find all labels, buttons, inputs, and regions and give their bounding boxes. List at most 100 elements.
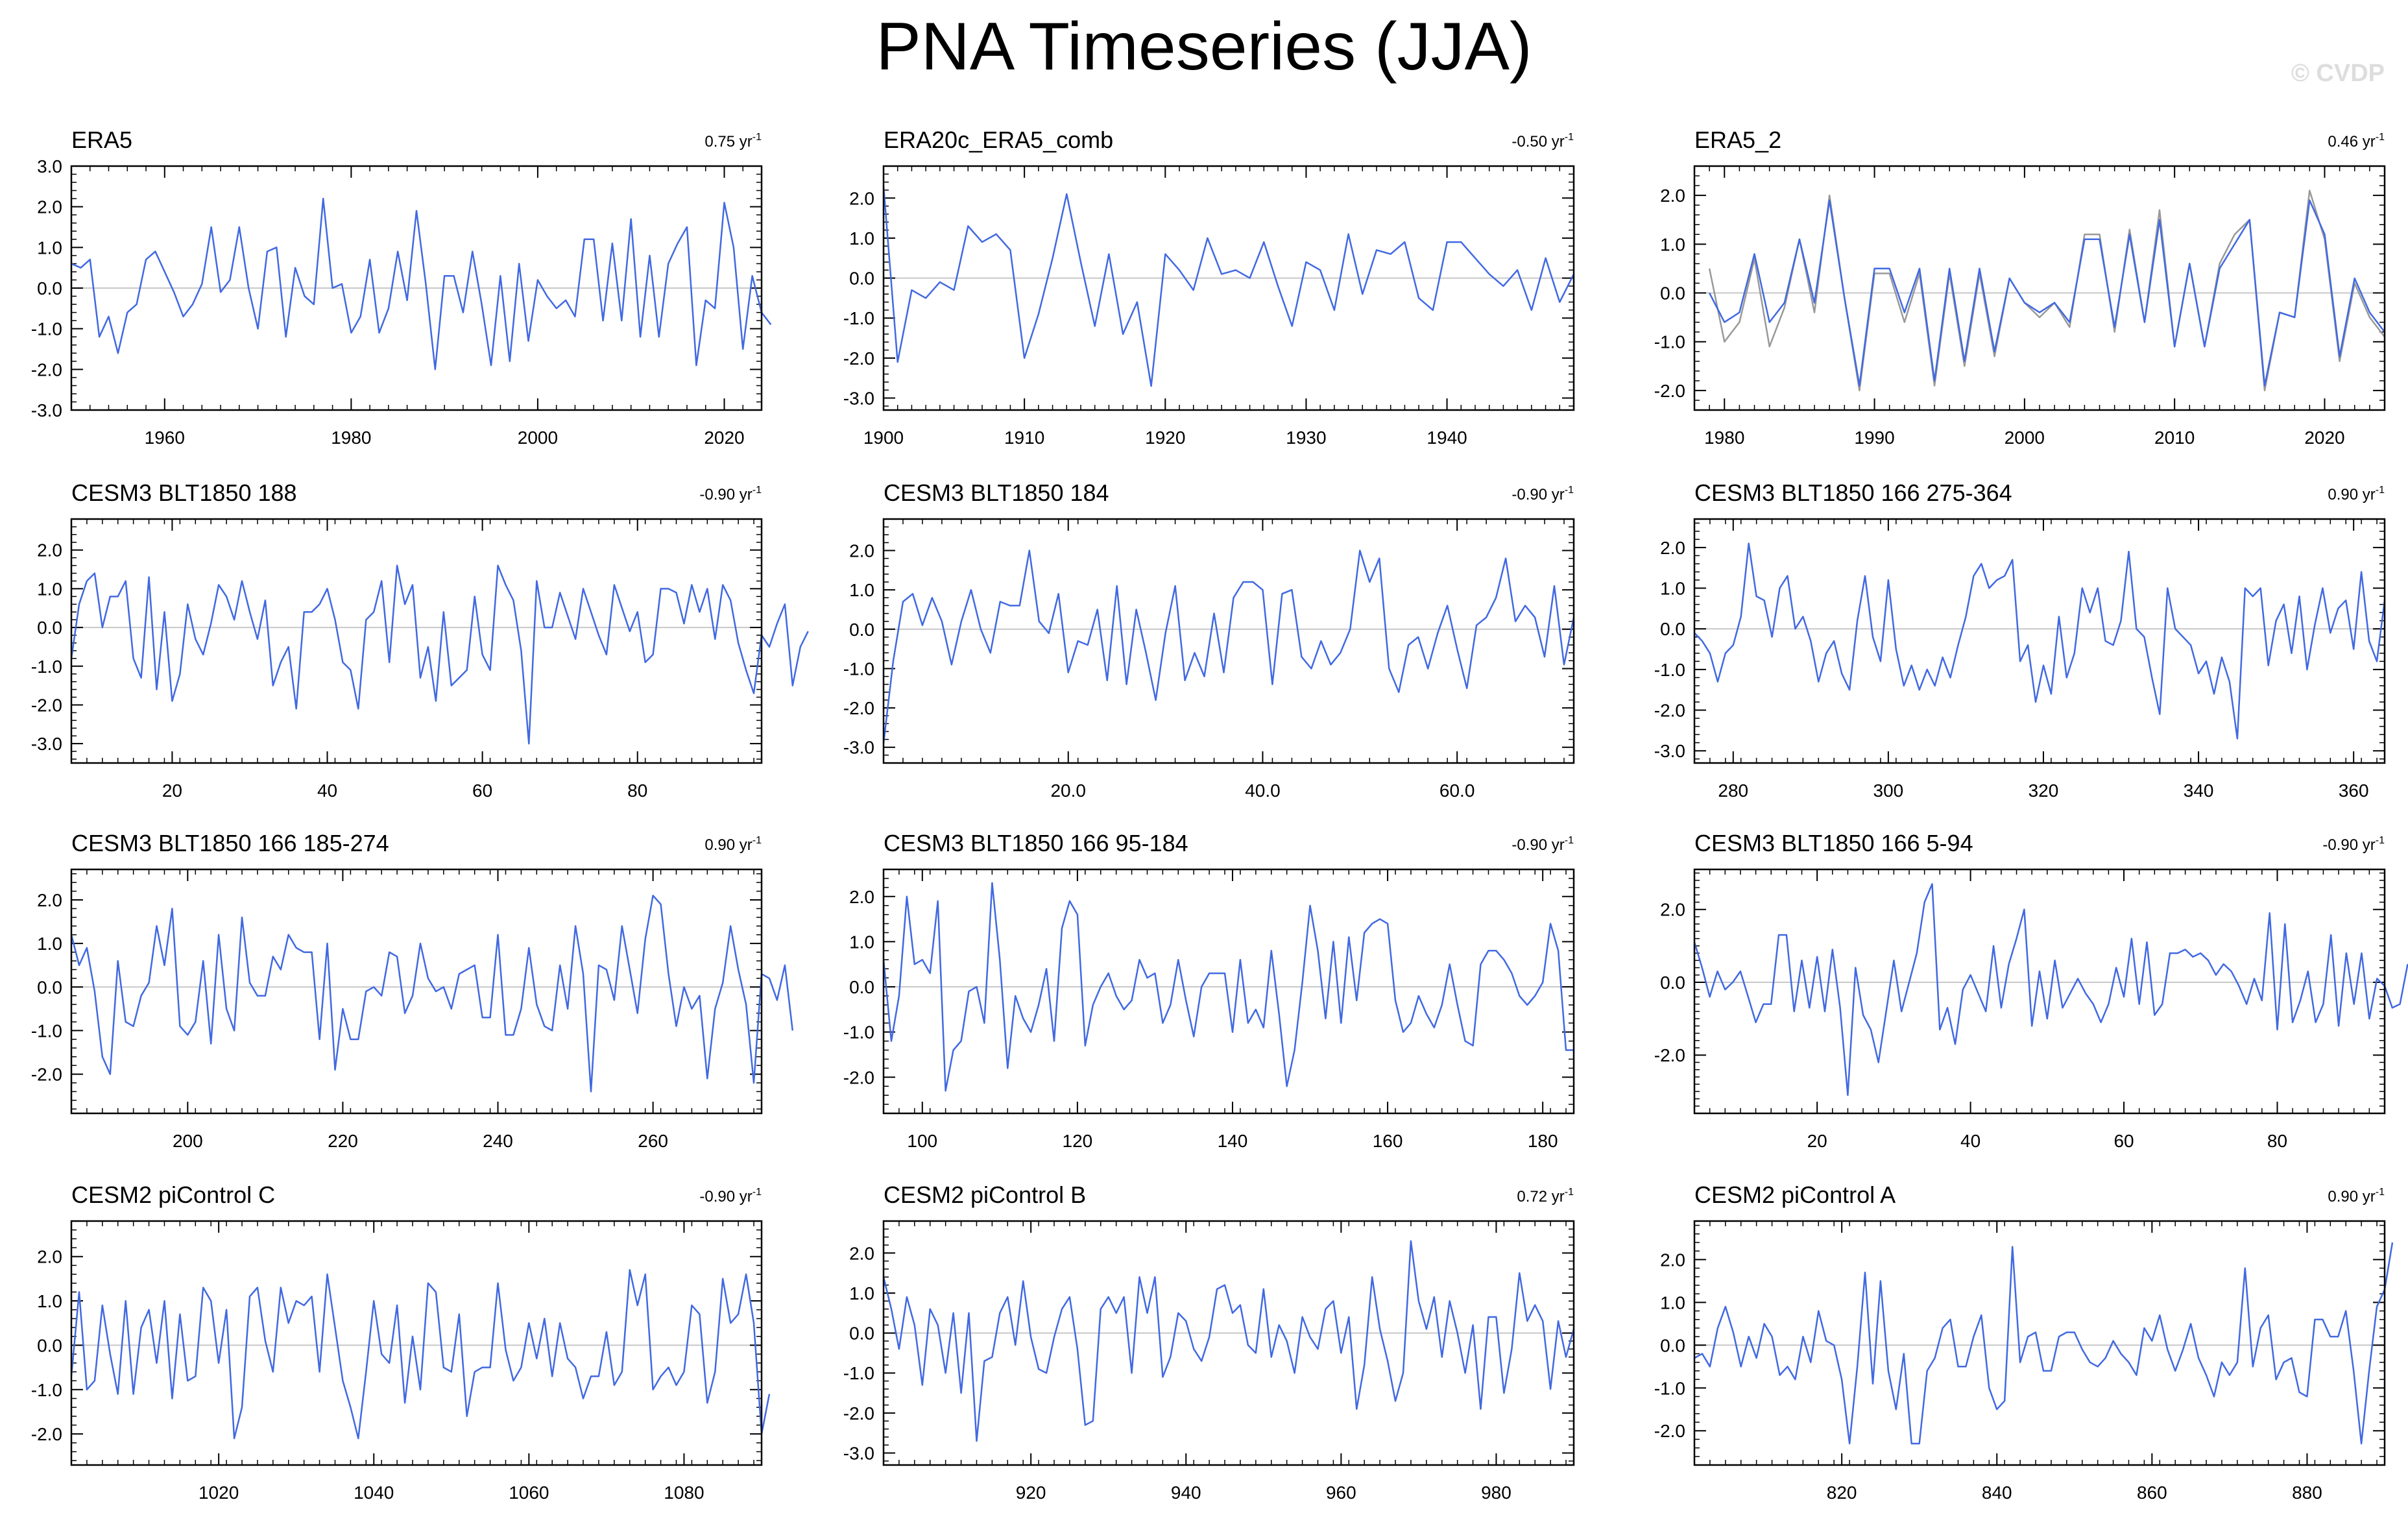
series-line (882, 186, 1575, 387)
panel-title: CESM3 BLT1850 166 275-364 (1694, 479, 2012, 506)
x-tick-label: 840 (1982, 1483, 2012, 1503)
trend-exponent: -1 (1565, 485, 1574, 496)
x-tick-label: 200 (173, 1131, 203, 1151)
watermark: © CVDP (2291, 60, 2385, 87)
x-tick-label: 1980 (1704, 428, 1744, 448)
y-tick-label: 1.0 (849, 228, 874, 248)
x-tick-label: 80 (627, 781, 647, 801)
y-tick-label: 0.0 (37, 1335, 62, 1355)
plot-frame (882, 868, 1575, 1115)
x-tick-label: 260 (638, 1131, 668, 1151)
x-tick-label: 60.0 (1439, 781, 1475, 801)
x-tick-label: 60 (472, 781, 492, 801)
trend-exponent: -1 (752, 1187, 762, 1198)
x-tick-label: 20.0 (1050, 781, 1086, 801)
trend-exponent: -1 (1565, 835, 1574, 846)
x-tick-label: 1080 (664, 1483, 704, 1503)
y-tick-label: 2.0 (849, 1243, 874, 1263)
y-tick-label: -2.0 (1654, 1421, 1685, 1441)
x-tick-label: 100 (907, 1131, 937, 1151)
y-tick-label: -2.0 (843, 1403, 874, 1423)
y-tick-label: -1.0 (1654, 660, 1685, 680)
series-line (70, 564, 809, 745)
x-tick-label: 20 (1807, 1131, 1827, 1151)
x-tick-label: 1930 (1286, 428, 1326, 448)
x-tick-label: 2020 (2304, 428, 2344, 448)
series-line (70, 1268, 771, 1440)
x-tick-label: 940 (1171, 1483, 1201, 1503)
y-tick-label: -1.0 (1654, 1378, 1685, 1398)
trend-unit: yr (740, 1188, 752, 1205)
x-tick-label: 820 (1827, 1483, 1857, 1503)
panel-1: ERA5 0.75 yr-1 1960 1980 2000 2020 -3.0 -2.0 -1.… (31, 127, 772, 448)
y-tick-label: -1.0 (843, 659, 874, 679)
y-tick-label: -3.0 (843, 1444, 874, 1464)
y-tick-label: -1.0 (31, 657, 62, 677)
y-tick-label: 1.0 (849, 580, 874, 600)
series-line (71, 197, 772, 370)
trend-label: 0.46 yr-1 (2328, 132, 2385, 151)
x-tick-label: 860 (2137, 1483, 2167, 1503)
x-tick-label: 980 (1481, 1483, 1511, 1503)
trend-value: -0.90 (699, 1188, 739, 1205)
trend-unit: yr (1552, 1188, 1565, 1205)
panel-title: ERA5 (71, 127, 132, 153)
y-tick-label: -3.0 (1654, 741, 1685, 761)
trend-value: -0.90 (1511, 486, 1551, 503)
x-tick-label: 40.0 (1245, 781, 1281, 801)
trend-label: 0.75 yr-1 (704, 132, 762, 151)
plot-frame (70, 868, 763, 1115)
y-tick-label: 0.0 (849, 620, 874, 640)
trend-exponent: -1 (1565, 1187, 1574, 1198)
trend-value: 0.90 (2328, 486, 2362, 503)
x-tick-label: 1020 (199, 1483, 239, 1503)
panel-2: ERA20c_ERA5_comb -0.50 yr-1 1900 1910 1920 19… (843, 127, 1575, 448)
x-tick-label: 280 (1718, 781, 1748, 801)
panel-title: ERA20c_ERA5_comb (884, 127, 1113, 153)
y-tick-label: 1.0 (849, 932, 874, 952)
trend-value: 0.90 (704, 836, 739, 854)
trend-value: -0.90 (1511, 836, 1551, 854)
trend-exponent: -1 (2376, 835, 2385, 846)
y-tick-label: 0.0 (849, 1324, 874, 1344)
x-tick-label: 920 (1016, 1483, 1046, 1503)
y-tick-label: -2.0 (1654, 381, 1685, 401)
panel-title: CESM3 BLT1850 166 185-274 (71, 830, 389, 856)
x-tick-label: 880 (2292, 1483, 2322, 1503)
y-tick-label: 2.0 (1660, 538, 1685, 558)
y-tick-label: 1.0 (1660, 1292, 1685, 1313)
trend-label: -0.90 yr-1 (2322, 835, 2385, 854)
x-tick-label: 220 (328, 1131, 358, 1151)
y-tick-label: -1.0 (843, 1023, 874, 1043)
x-tick-label: 300 (1873, 781, 1904, 801)
panel-10: CESM2 piControl C -0.90 yr-1 1020 1040 1060 1… (31, 1181, 771, 1503)
x-tick-label: 20 (162, 781, 182, 801)
trend-label: -0.90 yr-1 (1511, 485, 1574, 503)
y-tick-label: 0.0 (1660, 284, 1685, 304)
y-tick-label: -1.0 (843, 1363, 874, 1383)
panel-title: CESM2 piControl C (71, 1181, 275, 1208)
y-tick-label: 2.0 (849, 887, 874, 907)
trend-value: -0.90 (2322, 836, 2362, 854)
trend-exponent: -1 (2376, 1187, 2385, 1198)
y-tick-label: 2.0 (1660, 1250, 1685, 1270)
x-tick-label: 1920 (1145, 428, 1185, 448)
trend-unit: yr (2363, 133, 2376, 151)
y-tick-label: -2.0 (31, 1424, 62, 1444)
y-tick-label: 2.0 (849, 541, 874, 561)
y-tick-label: -3.0 (843, 738, 874, 758)
y-tick-label: 1.0 (849, 1283, 874, 1303)
trend-label: -0.90 yr-1 (699, 1187, 762, 1205)
x-tick-label: 1060 (509, 1483, 549, 1503)
trend-unit: yr (1552, 486, 1565, 503)
plot-frame (882, 1220, 1575, 1466)
y-tick-label: -3.0 (31, 400, 62, 420)
trend-unit: yr (2363, 486, 2376, 503)
plot-frame (70, 1220, 763, 1466)
trend-unit: yr (740, 486, 752, 503)
y-tick-label: -3.0 (31, 734, 62, 754)
panel-9: CESM3 BLT1850 166 5-94 -0.90 yr-1 20 40 60 80… (1654, 830, 2408, 1151)
y-tick-label: -2.0 (843, 348, 874, 369)
